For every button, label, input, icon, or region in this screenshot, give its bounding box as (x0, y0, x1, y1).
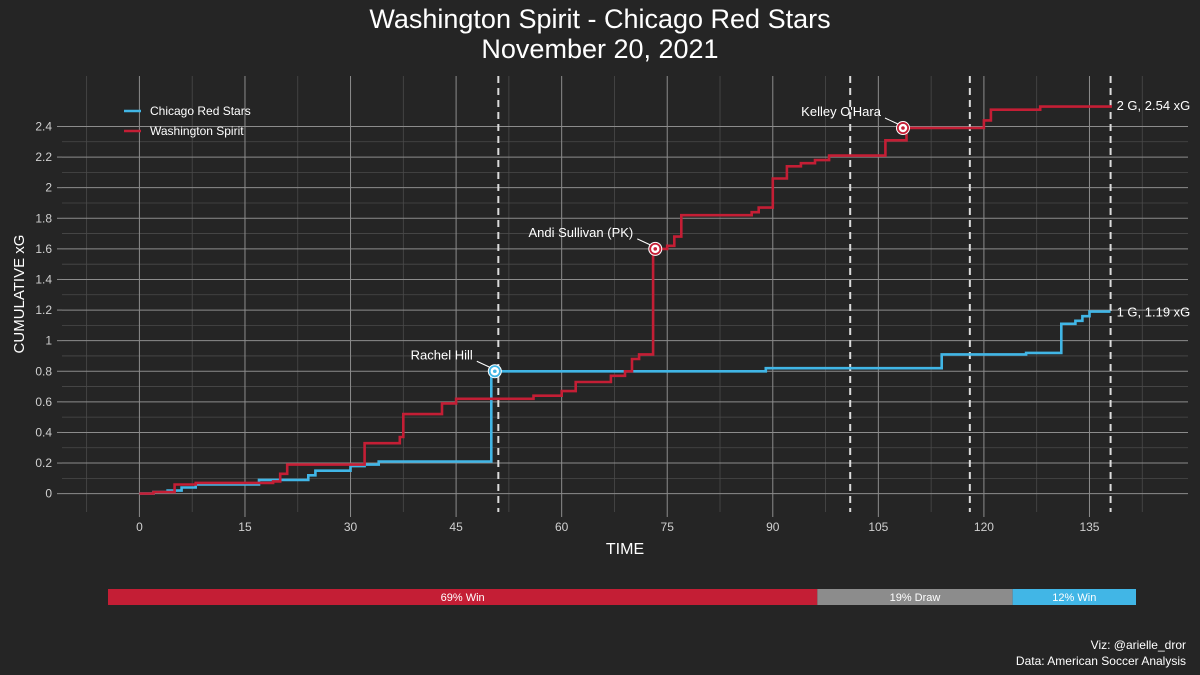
x-tick-label: 105 (868, 520, 888, 534)
soccer-ball-icon (487, 364, 502, 379)
x-tick-label: 120 (974, 520, 994, 534)
x-tick-label: 45 (449, 520, 463, 534)
y-tick-label: 1 (45, 334, 52, 348)
goal-leader-line (637, 238, 651, 246)
y-tick-label: 1.8 (35, 211, 52, 225)
x-tick-label: 30 (344, 520, 358, 534)
y-axis-title: CUMULATIVE xG (11, 235, 28, 354)
goal-leader-line (476, 360, 491, 368)
x-tick-label: 0 (136, 520, 143, 534)
chart-subtitle: November 20, 2021 (481, 34, 719, 64)
end-label-washington-spirit: 2 G, 2.54 xG (1117, 98, 1191, 113)
outcome-segment-label: 69% Win (441, 592, 485, 604)
y-tick-label: 1.2 (35, 303, 52, 317)
y-tick-label: 0.4 (35, 425, 52, 439)
soccer-ball-icon (648, 241, 663, 256)
goal-label: Kelley O'Hara (801, 104, 882, 119)
x-tick-label: 75 (661, 520, 675, 534)
y-tick-label: 1.6 (35, 242, 52, 256)
goal-label: Andi Sullivan (PK) (528, 225, 633, 240)
ball-patch (653, 247, 658, 251)
data-credit: Data: American Soccer Analysis (1015, 654, 1186, 668)
goal-leader-line (884, 117, 899, 125)
viz-credit: Viz: @arielle_dror (1090, 638, 1186, 652)
x-axis-title: TIME (606, 541, 644, 558)
outcome-segment-label: 19% Draw (890, 592, 941, 604)
soccer-ball-icon (895, 121, 910, 136)
outcome-segment (817, 589, 1013, 605)
y-tick-label: 0.8 (35, 364, 52, 378)
y-tick-label: 0.6 (35, 395, 52, 409)
outcome-bar: 69% Win 19% Draw 12% Win (108, 589, 1136, 605)
ball-patch (493, 369, 497, 374)
x-tick-label: 90 (766, 520, 780, 534)
chart-title: Washington Spirit - Chicago Red Stars (369, 4, 831, 34)
y-tick-label: 2.2 (35, 150, 52, 164)
goal-label: Rachel Hill (411, 347, 473, 362)
outcome-segment (108, 589, 818, 605)
end-label-chicago-red-stars: 1 G, 1.19 xG (1117, 305, 1191, 320)
grid (62, 76, 1188, 512)
series-line-washington-spirit (139, 105, 1112, 495)
y-tick-label: 1.4 (35, 272, 52, 286)
y-tick-label: 2.4 (35, 119, 52, 133)
x-tick-label: 60 (555, 520, 569, 534)
outcome-segment-label: 12% Win (1052, 592, 1096, 604)
legend-label: Chicago Red Stars (150, 104, 251, 118)
legend-label: Washington Spirit (150, 124, 244, 138)
series-line-chicago-red-stars (139, 310, 1111, 495)
outcome-segment (1012, 589, 1136, 605)
legend: Chicago Red Stars Washington Spirit (124, 104, 251, 138)
ball-patch (901, 126, 905, 130)
y-tick-label: 0.2 (35, 456, 52, 470)
x-tick-label: 135 (1079, 520, 1099, 534)
y-tick-label: 0 (45, 487, 52, 501)
x-tick-label: 15 (238, 520, 252, 534)
y-tick-label: 2 (45, 181, 52, 195)
